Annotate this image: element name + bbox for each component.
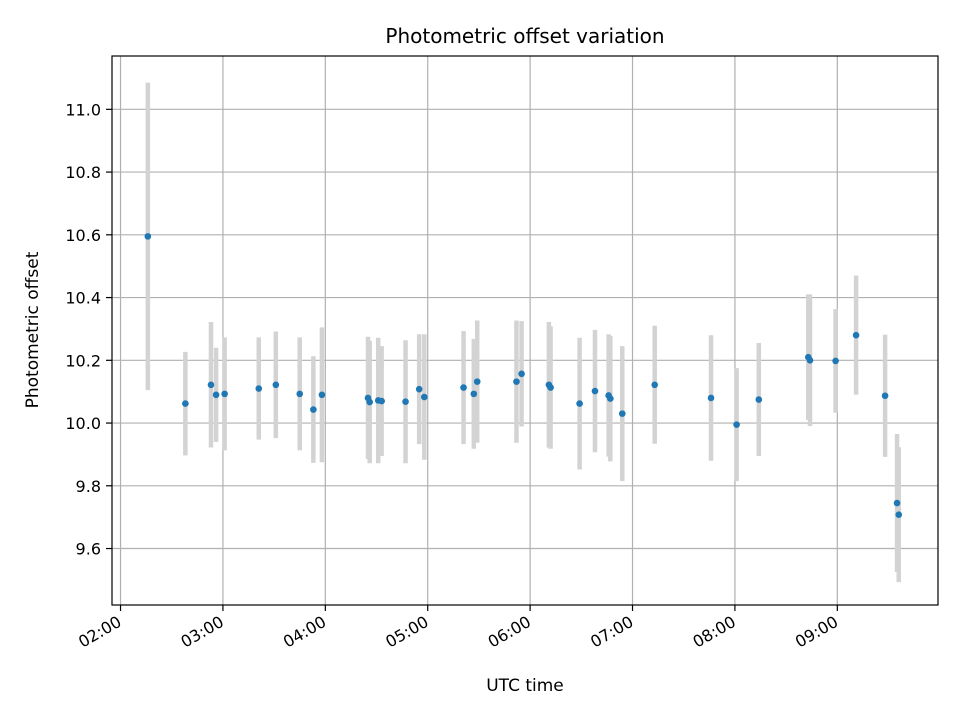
y-tick-label: 10.6 (65, 226, 101, 245)
data-point (733, 421, 740, 428)
data-point (182, 400, 189, 407)
data-point (755, 396, 763, 403)
point-layer (144, 233, 903, 518)
data-point (207, 381, 215, 389)
data-point (212, 391, 220, 399)
data-point (895, 511, 903, 518)
data-point (144, 233, 152, 240)
y-tick-label: 9.6 (76, 540, 101, 559)
data-point (591, 387, 599, 395)
y-tick-label: 10.8 (65, 163, 101, 182)
y-tick-label: 10.0 (65, 414, 101, 433)
chart-title: Photometric offset variation (385, 24, 664, 48)
x-axis-title: UTC time (486, 676, 564, 696)
data-point (547, 384, 554, 391)
data-point (893, 499, 901, 507)
data-point (272, 381, 280, 389)
data-point (651, 381, 659, 389)
data-point (852, 331, 860, 339)
data-point (576, 400, 583, 407)
data-point (366, 398, 373, 406)
data-point (415, 385, 423, 393)
grid-layer (112, 56, 938, 605)
data-point (255, 385, 263, 392)
data-point (513, 378, 520, 385)
y-axis-title: Photometric offset (23, 251, 43, 408)
data-point (473, 378, 481, 385)
data-point (881, 392, 889, 400)
data-point (460, 384, 467, 391)
data-point (470, 390, 478, 398)
data-point (607, 395, 614, 402)
data-point (378, 397, 385, 405)
data-point (221, 390, 228, 398)
y-tick-label: 10.2 (65, 351, 101, 370)
y-tick-label: 10.4 (65, 289, 101, 308)
y-tick-label: 11.0 (65, 100, 101, 119)
data-point (518, 370, 525, 378)
plot-frame (111, 55, 939, 606)
data-point (318, 391, 326, 399)
data-point (402, 398, 409, 406)
data-point (310, 406, 317, 413)
data-point (618, 410, 626, 417)
data-point (707, 394, 715, 402)
data-point (296, 390, 304, 398)
y-tick-label: 9.8 (76, 477, 101, 496)
data-point (832, 357, 839, 365)
data-point (806, 357, 814, 364)
data-point (421, 393, 428, 401)
